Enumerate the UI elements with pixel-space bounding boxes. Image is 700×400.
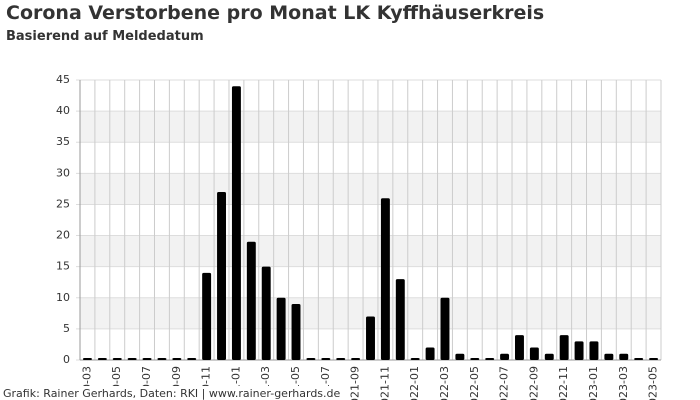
bar: [544, 353, 554, 360]
chart-subtitle: Basierend auf Meldedatum: [6, 29, 204, 44]
bar: [395, 279, 405, 360]
bar: [82, 358, 92, 360]
bar: [142, 358, 152, 360]
bar: [619, 353, 629, 360]
bar: [217, 192, 226, 360]
bar: [410, 358, 420, 360]
bar: [202, 272, 212, 360]
bar: [351, 358, 361, 360]
y-tick-label: 20: [56, 229, 70, 242]
x-tick-label: 2023-05: [647, 366, 660, 400]
bar: [529, 347, 539, 360]
bar: [455, 353, 465, 360]
grid-band: [80, 235, 661, 267]
bar: [589, 341, 599, 360]
bar: [425, 347, 435, 360]
bar: [231, 86, 241, 360]
y-tick-label: 5: [63, 322, 70, 335]
bar: [187, 358, 197, 360]
grid-band: [80, 111, 661, 143]
x-tick-label: 2021-09: [349, 366, 362, 400]
bar: [97, 358, 107, 360]
y-tick-label: 10: [56, 291, 70, 304]
x-tick-label: 2022-09: [527, 366, 540, 400]
bar: [336, 358, 346, 360]
bar: [485, 358, 495, 360]
bar: [276, 297, 286, 360]
bar: [127, 358, 137, 360]
bar: [559, 335, 569, 360]
bar: [634, 358, 644, 360]
y-tick-label: 0: [63, 353, 70, 366]
y-tick-label: 35: [56, 135, 70, 148]
y-tick-label: 30: [56, 166, 70, 179]
bar: [321, 358, 331, 360]
bar: [261, 266, 271, 360]
x-tick-label: 2023-03: [617, 366, 630, 400]
x-tick-label: 2022-03: [438, 366, 451, 400]
bar: [574, 341, 584, 360]
source-note: Grafik: Rainer Gerhards, Daten: RKI | ww…: [3, 387, 341, 400]
y-tick-label: 45: [56, 73, 70, 86]
x-tick-label: 2022-07: [498, 366, 511, 400]
x-tick-label: 2023-01: [587, 366, 600, 400]
x-tick-label: 2022-01: [408, 366, 421, 400]
bar: [500, 353, 510, 360]
bar: [440, 297, 450, 360]
bar: [291, 304, 301, 360]
bar: [515, 335, 524, 360]
y-tick-label: 25: [56, 197, 70, 210]
bar: [366, 316, 375, 360]
y-tick-label: 15: [56, 260, 70, 273]
source-background: [0, 386, 330, 400]
bar: [649, 358, 659, 360]
chart-title: Corona Verstorbene pro Monat LK Kyffhäus…: [6, 2, 544, 24]
grid-band: [80, 173, 661, 205]
bar: [246, 241, 256, 360]
bar: [306, 358, 316, 360]
bar: [604, 353, 614, 360]
x-tick-label: 2021-11: [378, 366, 391, 400]
bar: [157, 358, 167, 360]
bar: [112, 358, 122, 360]
x-tick-label: 2022-11: [557, 366, 570, 400]
bar: [470, 358, 480, 360]
bar: [380, 198, 390, 360]
y-tick-label: 40: [56, 104, 70, 117]
bar: [172, 358, 182, 360]
x-tick-label: 2022-05: [468, 366, 481, 400]
